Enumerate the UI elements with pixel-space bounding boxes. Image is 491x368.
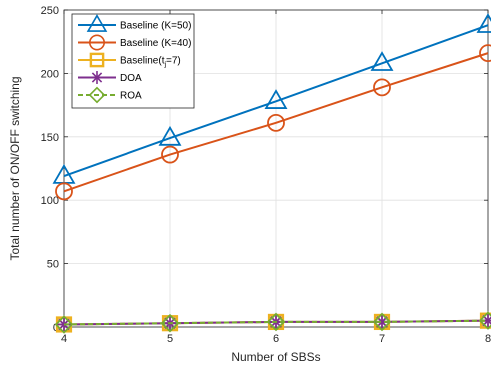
series-1	[55, 44, 491, 201]
data-point	[267, 113, 285, 132]
data-point	[266, 312, 286, 332]
series-line	[63, 24, 489, 178]
data-point	[478, 311, 491, 330]
legend-marker	[89, 34, 106, 51]
data-point	[373, 78, 391, 97]
series-line	[63, 52, 489, 193]
series-group	[52, 13, 491, 334]
data-point	[54, 315, 74, 334]
legend-entry: ROA	[120, 91, 142, 102]
series-line	[63, 319, 489, 326]
x-tick-label: 8	[485, 333, 491, 345]
data-point	[264, 89, 288, 109]
y-tick-label: 250	[41, 5, 59, 17]
y-tick-label: 150	[41, 132, 59, 144]
data-point	[372, 312, 392, 332]
x-tick-label: 7	[379, 333, 385, 345]
legend-marker	[90, 71, 104, 84]
data-point	[161, 145, 179, 164]
x-tick-label: 6	[273, 333, 279, 345]
legend-entry: Baseline (K=50)	[120, 21, 191, 32]
data-point	[160, 313, 180, 333]
y-axis-label: Total number of ON/OFF switching	[8, 76, 22, 260]
data-point	[55, 182, 73, 201]
series-4	[54, 311, 491, 334]
x-tick-label: 5	[167, 333, 173, 345]
legend-marker	[88, 86, 106, 104]
data-point	[476, 13, 491, 33]
x-tick-label: 4	[61, 333, 67, 345]
data-point	[158, 125, 182, 146]
series-0	[52, 13, 491, 184]
legend-entry: DOA	[120, 73, 142, 84]
legend-marker	[86, 14, 108, 32]
legend-entry: Baseline (K=40)	[120, 38, 191, 49]
y-tick-label: 50	[47, 259, 59, 271]
legend-entry: Baseline(tj=7)	[120, 56, 181, 69]
y-tick-label: 200	[41, 68, 59, 80]
y-tick-label: 100	[41, 195, 59, 207]
legend-marker	[89, 52, 105, 68]
x-axis-label: Number of SBSs	[231, 350, 320, 364]
legend: Baseline (K=50) Baseline (K=40) Baseline(t…	[71, 13, 195, 109]
data-point	[479, 44, 491, 63]
data-point	[370, 51, 394, 71]
